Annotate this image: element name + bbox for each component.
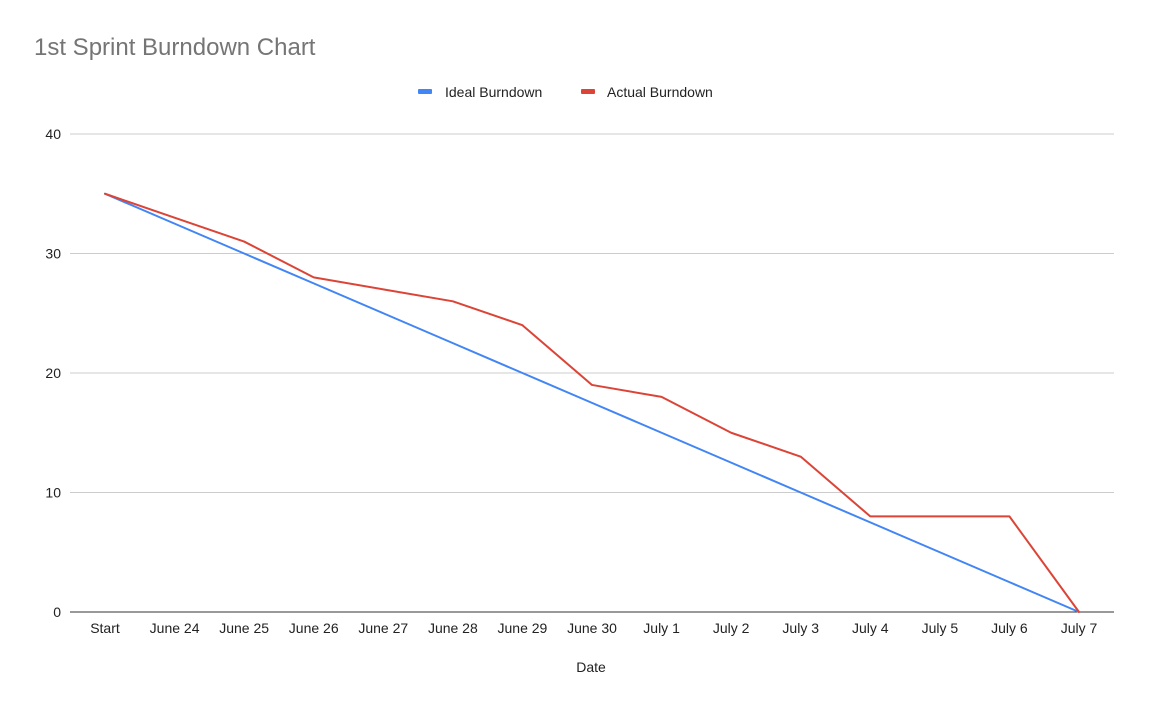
x-tick-label: June 24 [150, 620, 200, 636]
y-axis-ticks: 0 10 20 30 40 [45, 126, 61, 620]
x-axis-ticks: Start June 24 June 25 June 26 June 27 June 28… [90, 620, 1097, 636]
x-tick-label: July 3 [782, 620, 819, 636]
y-tick-label: 20 [45, 365, 61, 381]
x-tick-label: July 4 [852, 620, 889, 636]
y-tick-label: 0 [53, 604, 61, 620]
legend-label-actual: Actual Burndown [607, 84, 713, 100]
x-tick-label: June 29 [498, 620, 548, 636]
series-lines [104, 192, 1080, 613]
legend: Ideal Burndown Actual Burndown [418, 84, 713, 100]
legend-swatch-ideal [418, 89, 432, 94]
gridlines [70, 133, 1114, 493]
legend-swatch-actual [581, 89, 595, 94]
y-tick-label: 40 [45, 126, 61, 142]
chart-title: 1st Sprint Burndown Chart [34, 34, 316, 61]
x-tick-label: July 1 [643, 620, 680, 636]
x-tick-label: June 26 [289, 620, 339, 636]
x-tick-label: July 7 [1061, 620, 1098, 636]
ideal-burndown-line [104, 192, 1080, 613]
x-tick-label: July 5 [922, 620, 959, 636]
y-tick-label: 30 [45, 246, 61, 262]
legend-label-ideal: Ideal Burndown [445, 84, 542, 100]
x-tick-label: June 25 [219, 620, 269, 636]
x-tick-label: Start [90, 620, 120, 636]
y-tick-label: 10 [45, 485, 61, 501]
x-tick-label: June 27 [358, 620, 408, 636]
x-axis-title: Date [576, 659, 606, 675]
x-tick-label: June 30 [567, 620, 617, 636]
actual-burndown-line [104, 192, 1080, 613]
x-tick-label: June 28 [428, 620, 478, 636]
x-tick-label: July 2 [713, 620, 750, 636]
x-tick-label: July 6 [991, 620, 1028, 636]
